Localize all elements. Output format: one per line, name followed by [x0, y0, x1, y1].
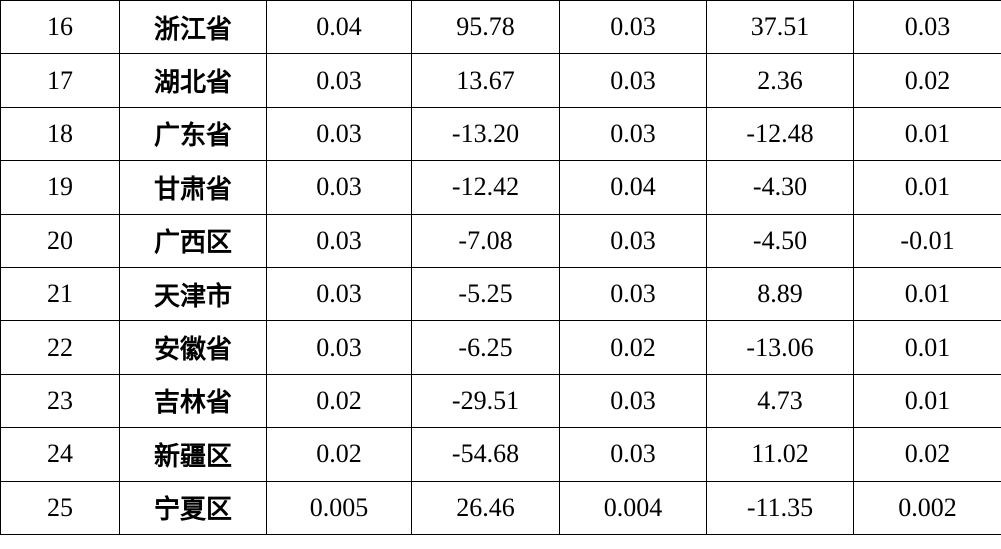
table-cell: 0.03 — [266, 320, 412, 375]
table-cell: 0.004 — [559, 480, 707, 535]
table-cell: 0.03 — [559, 266, 707, 322]
table-cell: 37.51 — [706, 0, 854, 55]
table-cell: 13.67 — [411, 53, 560, 108]
table-cell: -11.35 — [706, 480, 854, 535]
table-cell: 25 — [0, 480, 120, 535]
table-cell: -4.50 — [706, 213, 854, 268]
table-cell: -54.68 — [411, 427, 560, 482]
table-cell: 0.03 — [559, 213, 707, 268]
region-cell: 天津市 — [119, 266, 267, 322]
table-cell: -29.51 — [411, 373, 560, 429]
table-cell: -5.25 — [411, 266, 560, 322]
region-cell: 宁夏区 — [119, 480, 267, 535]
table-cell: 0.04 — [559, 160, 707, 215]
table-cell: 0.01 — [853, 266, 1001, 322]
table-row: 19 甘肃省 0.03 -12.42 0.04 -4.30 0.01 — [0, 160, 1001, 215]
table-cell: 21 — [0, 266, 120, 322]
table-cell: 0.01 — [853, 106, 1001, 162]
table-cell: 0.03 — [559, 106, 707, 162]
table-cell: 0.005 — [266, 480, 412, 535]
table-cell: 0.02 — [266, 427, 412, 482]
region-cell: 安徽省 — [119, 320, 267, 375]
table-cell: 11.02 — [706, 427, 854, 482]
table-cell: 4.73 — [706, 373, 854, 429]
region-cell: 新疆区 — [119, 427, 267, 482]
table-cell: -13.06 — [706, 320, 854, 375]
table-cell: 0.04 — [266, 0, 412, 55]
table-row: 25 宁夏区 0.005 26.46 0.004 -11.35 0.002 — [0, 480, 1001, 535]
table-cell: 0.03 — [266, 106, 412, 162]
table-cell: 0.02 — [559, 320, 707, 375]
table-cell: -12.48 — [706, 106, 854, 162]
region-cell: 浙江省 — [119, 0, 267, 55]
table-cell: 0.01 — [853, 320, 1001, 375]
table-row: 18 广东省 0.03 -13.20 0.03 -12.48 0.01 — [0, 106, 1001, 162]
table-cell: 26.46 — [411, 480, 560, 535]
table-cell: 17 — [0, 53, 120, 108]
table-cell: 0.03 — [853, 0, 1001, 55]
table-cell: 18 — [0, 106, 120, 162]
table-row: 23 吉林省 0.02 -29.51 0.03 4.73 0.01 — [0, 373, 1001, 429]
table-cell: 0.01 — [853, 160, 1001, 215]
table-row: 17 湖北省 0.03 13.67 0.03 2.36 0.02 — [0, 53, 1001, 108]
table-cell: 0.03 — [559, 427, 707, 482]
table-cell: 0.03 — [266, 213, 412, 268]
table-cell: -13.20 — [411, 106, 560, 162]
table-cell: 19 — [0, 160, 120, 215]
table-row: 24 新疆区 0.02 -54.68 0.03 11.02 0.02 — [0, 427, 1001, 482]
table-row: 20 广西区 0.03 -7.08 0.03 -4.50 -0.01 — [0, 213, 1001, 268]
table-cell: 23 — [0, 373, 120, 429]
table-cell: 95.78 — [411, 0, 560, 55]
table-cell: 0.03 — [266, 160, 412, 215]
table-cell: -0.01 — [853, 213, 1001, 268]
table-cell: 0.03 — [559, 0, 707, 55]
region-cell: 广东省 — [119, 106, 267, 162]
region-cell: 吉林省 — [119, 373, 267, 429]
table-cell: 0.03 — [266, 266, 412, 322]
table-cell: 0.002 — [853, 480, 1001, 535]
table-cell: -12.42 — [411, 160, 560, 215]
table-cell: 0.03 — [559, 53, 707, 108]
table-cell: 0.03 — [559, 373, 707, 429]
table-row: 21 天津市 0.03 -5.25 0.03 8.89 0.01 — [0, 266, 1001, 322]
table-cell: 24 — [0, 427, 120, 482]
table-row: 16 浙江省 0.04 95.78 0.03 37.51 0.03 — [0, 0, 1001, 55]
table-cell: 22 — [0, 320, 120, 375]
table-cell: 20 — [0, 213, 120, 268]
table-cell: -6.25 — [411, 320, 560, 375]
table-cell: 2.36 — [706, 53, 854, 108]
region-cell: 广西区 — [119, 213, 267, 268]
table-cell: 0.02 — [853, 427, 1001, 482]
table-cell: 0.03 — [266, 53, 412, 108]
table-cell: -7.08 — [411, 213, 560, 268]
table-cell: -4.30 — [706, 160, 854, 215]
table-cell: 0.02 — [266, 373, 412, 429]
data-table: 16 浙江省 0.04 95.78 0.03 37.51 0.03 17 湖北省 0.03 13.6… — [0, 0, 1001, 535]
region-cell: 甘肃省 — [119, 160, 267, 215]
table-body: 16 浙江省 0.04 95.78 0.03 37.51 0.03 17 湖北省 0.03 13.6… — [0, 0, 1001, 535]
region-cell: 湖北省 — [119, 53, 267, 108]
table-cell: 8.89 — [706, 266, 854, 322]
table-cell: 0.01 — [853, 373, 1001, 429]
table-cell: 16 — [0, 0, 120, 55]
table-cell: 0.02 — [853, 53, 1001, 108]
table-row: 22 安徽省 0.03 -6.25 0.02 -13.06 0.01 — [0, 320, 1001, 375]
